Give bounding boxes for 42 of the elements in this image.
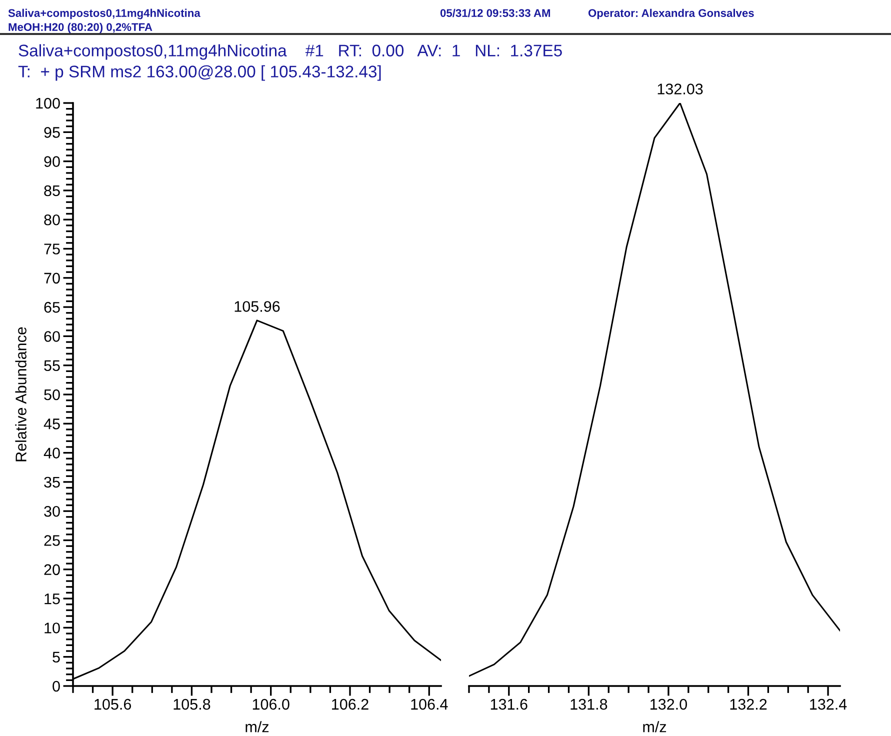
annotation: 132.03 (658, 84, 703, 94)
x-tick-label: 131.6 (490, 698, 528, 710)
y-tick-label: 0 (52, 680, 60, 692)
x-tick-label: 106.0 (252, 698, 290, 710)
text: MeOH:H20 (80:20) 0,2%TFA (8, 22, 152, 34)
y-tick-label: 45 (44, 418, 60, 430)
x-tick-label: 105.8 (174, 698, 210, 710)
x-tick-label: 131.8 (570, 698, 608, 710)
y-tick-label: 20 (44, 564, 60, 576)
text: Operator: Alexandra Gonsalves (588, 8, 754, 20)
y-tick-label: 75 (44, 244, 60, 254)
y-tick-label: 85 (44, 185, 60, 196)
chart-subtitle: T: + p SRM ms2 163.00@28.00 [ 105.43-132.43] (18, 65, 381, 81)
x-tick-label: 106.4 (411, 698, 448, 710)
chart-title: Saliva+compostos0,11mg4hNicotina #1 RT: 0.00 AV: 1 NL: 1.37E5 (18, 44, 562, 60)
y-tick-label: 10 (44, 622, 60, 634)
text: Saliva+compostos0,11mg4hNicotina (8, 8, 200, 20)
y-tick-label: 90 (44, 156, 60, 167)
y-tick-label: 55 (44, 360, 60, 372)
y-tick-label: 35 (44, 476, 60, 488)
x-tick-label: 105.6 (94, 698, 132, 710)
y-tick-label: 60 (44, 331, 60, 342)
x-tick-label: 132.4 (810, 698, 847, 710)
y-tick-label: 40 (44, 448, 60, 458)
y-tick-label: 50 (44, 389, 60, 400)
x-tick-label: 132.0 (650, 698, 687, 710)
y-tick-label: 5 (52, 652, 60, 663)
x-tick-label: 132.2 (730, 698, 767, 710)
y-tick-label: 65 (44, 302, 60, 313)
x-axis-title: m/z (643, 721, 666, 732)
y-tick-label: 100 (36, 98, 60, 109)
y-tick-label: 15 (44, 594, 60, 604)
x-tick-label: 106.2 (332, 698, 368, 710)
y-tick-label: 30 (44, 506, 60, 517)
y-tick-label: 25 (44, 535, 60, 546)
annotation: 105.96 (234, 301, 280, 312)
text: 05/31/12 09:53:33 AM (440, 8, 550, 18)
y-tick-label: 95 (44, 127, 60, 138)
y-tick-label: 80 (44, 214, 60, 226)
y-axis-title: Relative Abundance (15, 327, 26, 462)
x-axis-title: m/z (246, 721, 269, 732)
y-tick-label: 70 (44, 272, 60, 284)
